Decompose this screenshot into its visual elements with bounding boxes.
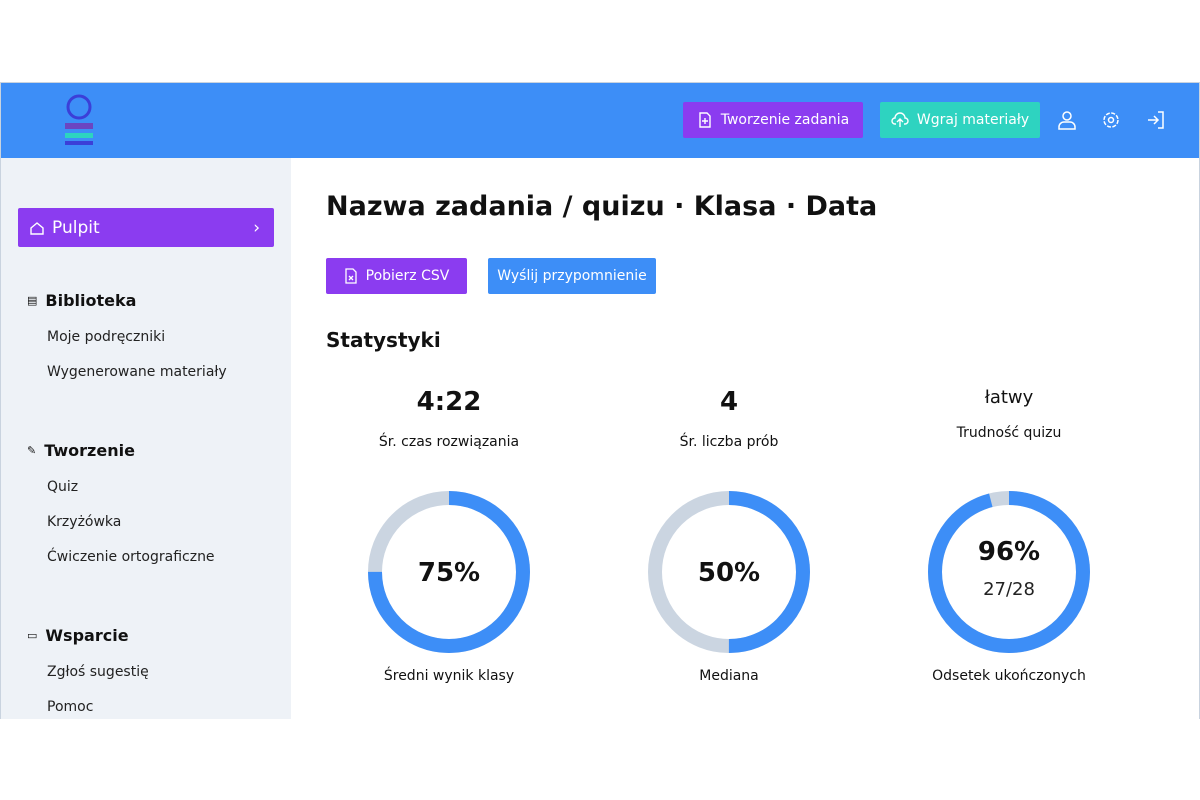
stat-value: 4 (719, 387, 739, 417)
section-label: Biblioteka (45, 291, 137, 310)
menu-item[interactable]: Wygenerowane materiały (47, 364, 227, 380)
app: Tworzenie zadania Wgraj materiały Pulpit… (0, 82, 1200, 719)
sidebar: Pulpit › ▤ Biblioteka Moje podręczniki Wy… (1, 158, 291, 719)
menu-item[interactable]: Krzyżówka (47, 514, 122, 530)
csv-button[interactable]: Pobierz CSV (326, 258, 467, 294)
button-label: Tworzenie zadania (720, 112, 850, 128)
icon (699, 112, 711, 128)
menu-item[interactable]: Quiz (47, 479, 79, 495)
donut-arc (928, 491, 1090, 653)
menu-item[interactable]: Zgłoś sugestię (47, 664, 149, 680)
logout-icon[interactable] (1146, 110, 1166, 130)
menu-item[interactable]: Pomoc (47, 699, 94, 715)
dashboard-button[interactable]: Pulpit › (18, 208, 274, 247)
donut-area: 75% Średni wynik klasy 50% Mediana 96% 27/28 O… (368, 491, 1090, 684)
logo (65, 94, 93, 145)
section-title: ▤ Biblioteka (27, 291, 137, 310)
stat-label: Śr. liczba prób (679, 434, 779, 450)
button-label: Pulpit (52, 217, 100, 238)
user-icon[interactable] (1057, 110, 1077, 130)
stat-value: 4:22 (416, 387, 482, 417)
button-label: Wgraj materiały (916, 112, 1030, 128)
donut-arc (648, 491, 810, 653)
donut-arc (368, 491, 530, 653)
icon (891, 112, 909, 127)
stat-value: łatwy (984, 387, 1034, 408)
donut-value: 75% (418, 558, 480, 588)
section-label: Tworzenie (44, 441, 135, 460)
button-label: Pobierz CSV (365, 268, 450, 284)
donut-label: Średni wynik klasy (384, 666, 514, 684)
section-title: ✎ Tworzenie (27, 441, 135, 460)
donut-detail: 27/28 (983, 579, 1035, 600)
stat-label: Trudność quizu (956, 425, 1062, 441)
section-heading: Statystyki (326, 328, 441, 352)
chevron: › (253, 217, 260, 238)
icon (30, 221, 44, 235)
button-label: Wyślij przypomnienie (497, 268, 647, 284)
icon (344, 268, 357, 284)
donut-label: Odsetek ukończonych (932, 668, 1086, 684)
settings-icon[interactable] (1101, 110, 1121, 130)
menu-item[interactable]: Ćwiczenie ortograficzne (47, 549, 215, 565)
menu-item[interactable]: Moje podręczniki (47, 329, 166, 345)
section-label: Wsparcie (45, 626, 129, 645)
donut-value: 96% (978, 537, 1040, 567)
create-task-button[interactable]: Tworzenie zadania (683, 102, 863, 138)
section-title: ▭ Wsparcie (27, 626, 129, 645)
reminder-button[interactable]: Wyślij przypomnienie (488, 258, 656, 294)
header: Tworzenie zadania Wgraj materiały (1, 83, 1199, 158)
page-title: Nazwa zadania / quizu · Klasa · Data (326, 191, 878, 222)
donut-label: Mediana (699, 668, 759, 684)
upload-button[interactable]: Wgraj materiały (880, 102, 1040, 138)
donut-value: 50% (698, 558, 760, 588)
stat-label: Śr. czas rozwiązania (378, 434, 520, 450)
